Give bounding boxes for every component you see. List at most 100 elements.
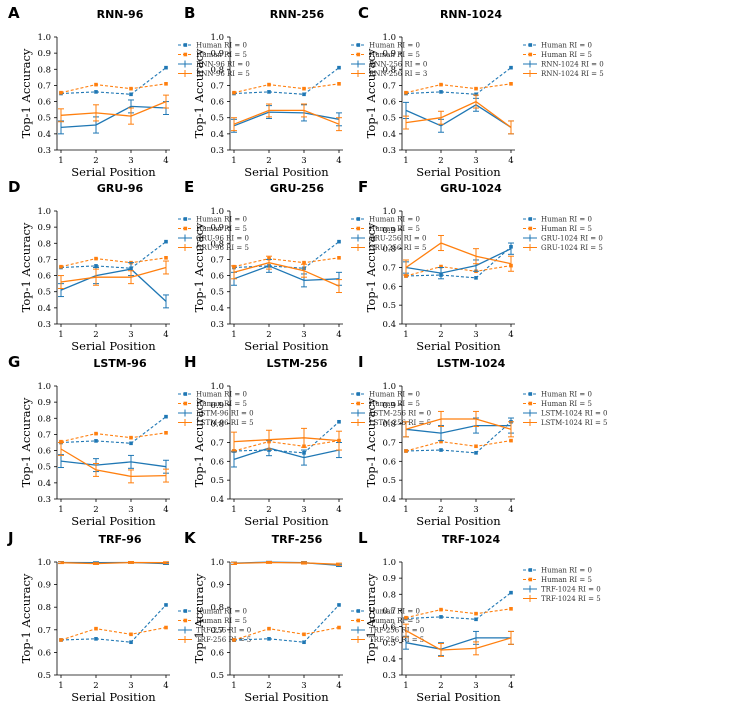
series-2 [231, 440, 342, 468]
data-point [59, 638, 63, 642]
legend-marker [183, 618, 188, 623]
x-axis-label: Serial Position [71, 339, 156, 353]
series-2 [231, 258, 342, 288]
data-point [129, 640, 133, 645]
data-point [59, 439, 63, 444]
y-axis-label: Top-1 Accuracy [364, 222, 378, 312]
panel-j: J TRF-96 0.5 0.6 0.7 0.8 0.9 1.0 1 2 3 4 Serial Posi… [7, 529, 251, 704]
data-point [94, 626, 98, 631]
data-point [302, 632, 306, 637]
y-tick-label: 0.5 [210, 671, 224, 681]
x-axis-label: Serial Position [71, 690, 156, 704]
series-2 [58, 262, 169, 309]
panel-title: LSTM-256 [267, 357, 328, 370]
error-bar [58, 275, 64, 289]
legend-label: Human RI = 5 [369, 400, 420, 408]
series-0 [59, 603, 168, 645]
x-tick-label: 1 [403, 681, 408, 691]
series-line [405, 421, 512, 454]
data-point [94, 90, 98, 94]
x-tick-label: 4 [508, 681, 513, 691]
series-line [233, 437, 340, 443]
legend-marker [356, 52, 361, 57]
x-tick-label: 2 [438, 681, 443, 691]
y-tick-label: 0.8 [37, 414, 51, 424]
series-1 [404, 82, 513, 95]
series-line [233, 262, 340, 287]
data-point [302, 92, 306, 97]
panel-title: RNN-1024 [440, 8, 502, 21]
data-point [129, 441, 133, 446]
legend-marker [528, 568, 533, 572]
series-3 [58, 260, 169, 289]
legend-label: RNN-256 RI = 3 [369, 70, 427, 78]
error-bar [403, 259, 409, 276]
x-tick-label: 2 [266, 330, 271, 340]
x-tick-label: 2 [438, 505, 443, 515]
error-bar [301, 449, 307, 466]
y-tick-label: 0.9 [210, 581, 224, 591]
error-bar [473, 94, 479, 109]
data-point [474, 451, 478, 455]
legend-marker [356, 226, 361, 231]
y-tick-label: 0.9 [382, 574, 396, 584]
series-1 [232, 625, 341, 642]
y-tick-label: 0.5 [37, 671, 51, 681]
y-tick-label: 0.7 [210, 81, 224, 91]
x-tick-label: 4 [336, 330, 341, 340]
legend-label: TRF-256 RI = 0 [196, 627, 251, 635]
data-point [337, 419, 341, 424]
y-tick-label: 0.3 [37, 320, 51, 330]
error-bar [508, 242, 514, 255]
series-0 [59, 65, 168, 97]
y-tick-label: 0.6 [382, 457, 396, 467]
data-point [302, 640, 306, 645]
y-tick-label: 0.7 [37, 430, 51, 440]
legend-label: Human RI = 5 [196, 400, 247, 408]
data-point [509, 607, 513, 611]
data-point [232, 638, 236, 642]
y-tick-label: 0.7 [382, 264, 396, 274]
y-tick-label: 1.0 [382, 382, 396, 392]
y-tick-label: 0.8 [382, 245, 396, 255]
data-point [267, 82, 271, 87]
y-tick-label: 0.9 [37, 223, 51, 233]
x-tick-label: 1 [403, 156, 408, 166]
data-point [404, 449, 408, 453]
error-bar [163, 260, 169, 275]
data-point [164, 256, 168, 260]
legend-label: Human RI = 0 [541, 567, 592, 575]
series-line [60, 100, 167, 117]
y-tick-label: 0.4 [382, 495, 396, 505]
panel-a: A RNN-96 0.3 0.4 0.5 0.6 0.7 0.8 0.9 1.0 1 2 3 4 Seria… [8, 4, 250, 179]
legend-label: Human RI = 0 [196, 42, 247, 50]
series-3 [403, 234, 514, 276]
y-axis-label: Top-1 Accuracy [364, 573, 378, 663]
panel-title: GRU-96 [97, 182, 144, 195]
legend-label: TRF-256 RI = 0 [369, 627, 424, 635]
y-tick-label: 0.3 [37, 495, 51, 505]
y-tick-label: 0.7 [210, 439, 224, 449]
x-tick-label: 4 [163, 156, 168, 166]
data-point [439, 448, 443, 452]
data-point [129, 435, 133, 440]
data-point [302, 260, 306, 265]
legend-marker [183, 392, 188, 396]
legend-label: Human RI = 5 [196, 51, 247, 59]
data-point [439, 90, 443, 94]
series-line [233, 67, 340, 95]
legend-label: LSTM-256 RI = 5 [369, 419, 431, 427]
x-tick-label: 3 [473, 681, 478, 691]
legend-label: Human RI = 5 [541, 225, 592, 233]
x-tick-label: 1 [58, 156, 63, 166]
panel-title: GRU-256 [270, 182, 324, 195]
x-tick-label: 4 [163, 330, 168, 340]
data-point [439, 82, 443, 87]
legend-marker [183, 401, 188, 406]
